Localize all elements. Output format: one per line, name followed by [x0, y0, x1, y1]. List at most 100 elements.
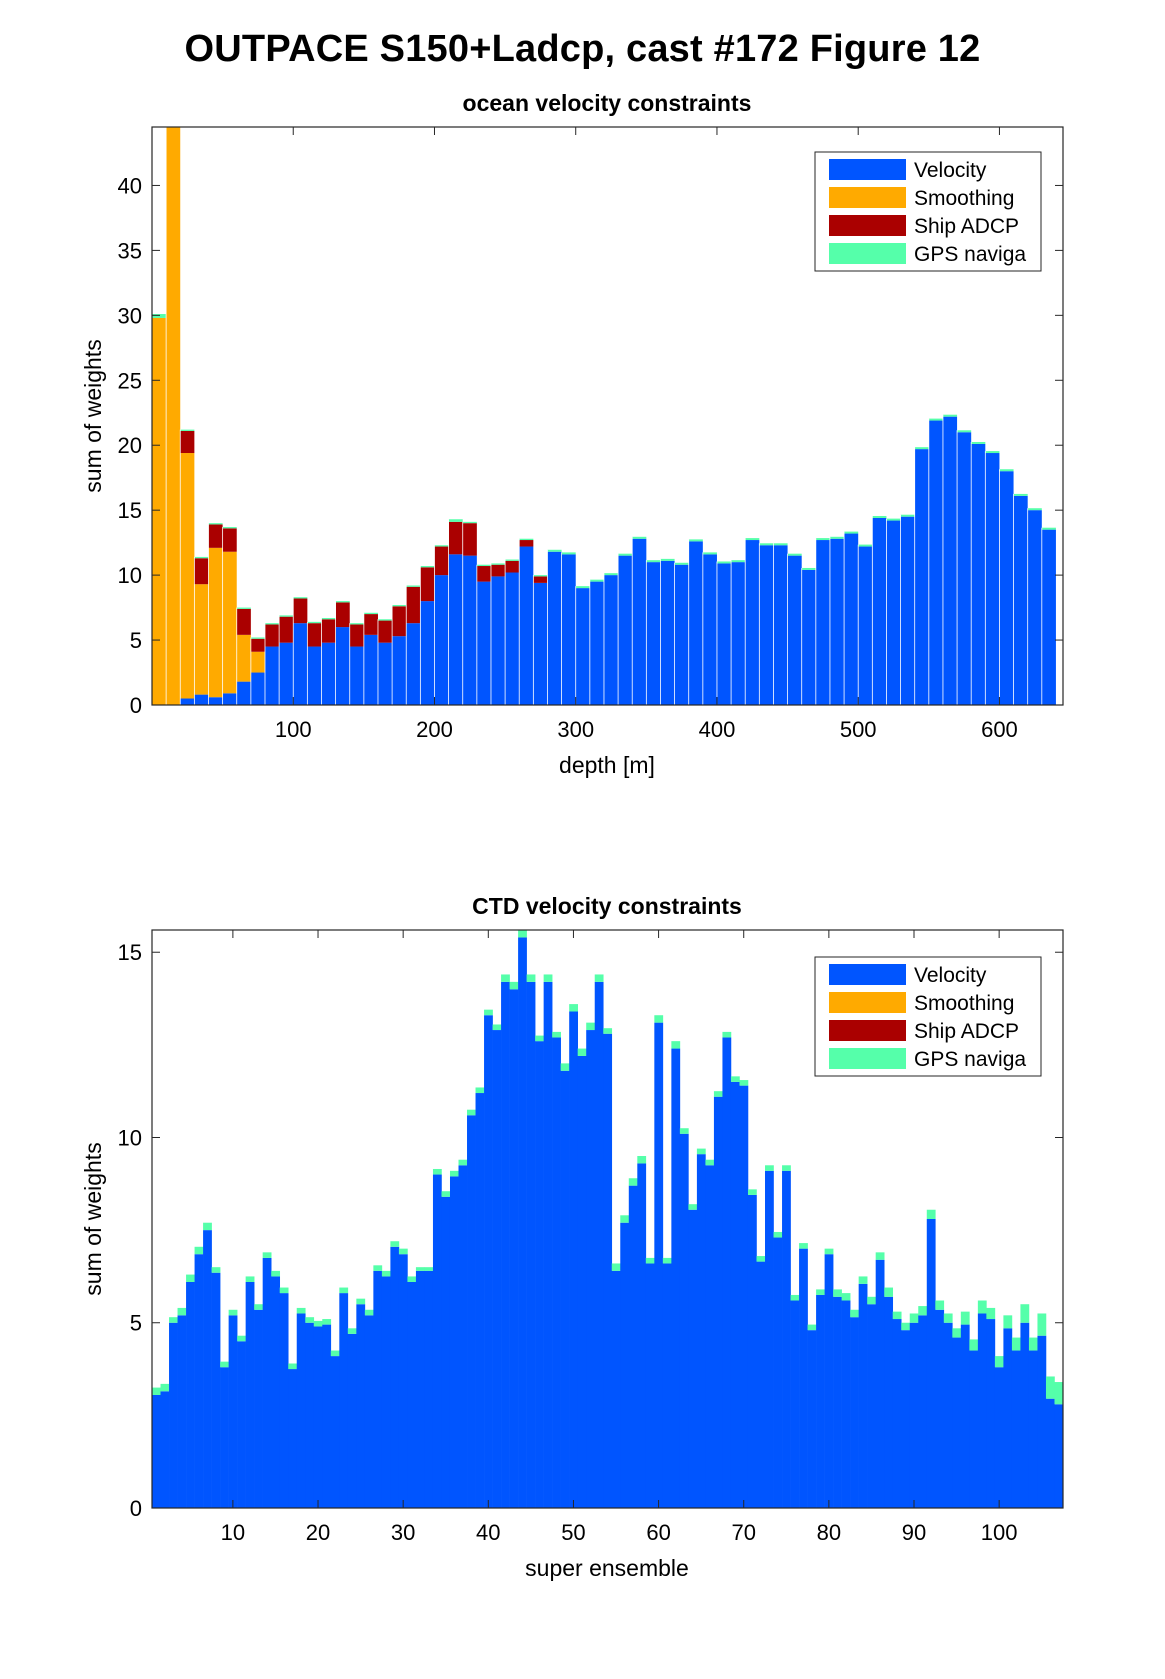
top-bar-velocity	[914, 449, 929, 705]
top-bar-gps	[505, 559, 520, 561]
bottom-bar-gps	[475, 1087, 485, 1094]
top-bar-gps	[829, 536, 845, 539]
top-bar-velocity	[363, 634, 378, 705]
bottom-bar-velocity	[271, 1276, 281, 1508]
top-bar-gps	[307, 621, 322, 624]
top-bar-velocity	[787, 555, 802, 705]
top-bar-velocity	[533, 582, 548, 705]
top-bar-ship-adcp	[279, 616, 294, 643]
bottom-bar-velocity	[347, 1333, 357, 1508]
bottom-bar-velocity	[773, 1237, 783, 1508]
bottom-bar-velocity	[960, 1324, 970, 1508]
bottom-bar-gps	[271, 1270, 281, 1277]
top-bar-velocity	[731, 562, 746, 705]
top-xtick-label: 600	[981, 717, 1018, 742]
legend-label-smoothing: Smoothing	[914, 187, 1014, 210]
top-bar-gps	[194, 556, 209, 559]
top-bar-gps	[872, 516, 887, 518]
top-bar-gps	[406, 585, 421, 587]
bottom-bar-gps	[935, 1300, 945, 1310]
top-bar-gps	[759, 543, 774, 546]
top-bar-velocity	[589, 581, 604, 705]
top-bar-velocity	[349, 646, 364, 705]
bottom-bar-velocity	[560, 1070, 570, 1508]
bottom-bar-gps	[977, 1300, 987, 1314]
top-ticks: 100 200 300 400 500 600 0 5 10 15 20 25 30 35 40	[118, 127, 1063, 742]
bottom-bar-gps	[943, 1313, 953, 1323]
top-bar-gps	[1027, 508, 1042, 511]
bottom-bar-velocity	[611, 1270, 621, 1508]
bottom-bar-gps	[986, 1307, 996, 1320]
top-bar-gps	[773, 543, 788, 546]
bottom-bar-velocity	[909, 1322, 919, 1508]
top-bar-velocity	[999, 471, 1014, 705]
bottom-ytick-label: 10	[118, 1125, 142, 1150]
top-ytick-label: 10	[118, 563, 142, 588]
bottom-bar-velocity	[1045, 1398, 1055, 1508]
bottom-bar-gps	[756, 1256, 766, 1262]
top-bar-ship-adcp	[250, 638, 265, 652]
bottom-bar-gps	[390, 1241, 400, 1247]
legend-label-ship-adcp: Ship ADCP	[914, 1020, 1019, 1043]
bottom-bar-gps	[1003, 1315, 1013, 1329]
bottom-bar-velocity	[628, 1185, 638, 1508]
bottom-bar-gps	[765, 1165, 774, 1171]
bottom-bar-velocity	[160, 1391, 170, 1508]
top-bar-velocity	[829, 538, 845, 705]
bottom-bar-velocity	[381, 1276, 391, 1508]
top-bar-gps	[702, 552, 717, 555]
top-panel-title: ocean velocity constraints	[463, 90, 752, 116]
bottom-bar-velocity	[415, 1270, 425, 1508]
top-bar-gps	[858, 544, 873, 547]
bottom-bar-gps	[203, 1222, 212, 1231]
bottom-legend: Velocity Smoothing Ship ADCP GPS naviga	[814, 956, 1042, 1077]
bottom-bar-velocity	[901, 1330, 911, 1508]
bottom-bar-gps	[654, 1015, 664, 1023]
bottom-bar-velocity	[943, 1322, 953, 1508]
bottom-bar-gps	[901, 1322, 911, 1331]
bottom-bar-velocity	[288, 1369, 298, 1508]
bottom-bar-gps	[722, 1031, 732, 1038]
bottom-bar-gps	[850, 1309, 859, 1318]
top-bar-gps	[152, 314, 167, 318]
bottom-axes-box	[151, 929, 1064, 1509]
bottom-bar-velocity	[152, 1394, 161, 1508]
bottom-bar-gps	[773, 1231, 783, 1238]
top-bar-gps	[900, 514, 915, 517]
bottom-bar-velocity	[747, 1194, 757, 1508]
top-bar-gps	[688, 539, 703, 542]
top-bar-gps	[957, 430, 972, 433]
bottom-bar-gps	[432, 1168, 442, 1175]
top-bar-velocity	[872, 517, 887, 705]
bottom-bar-velocity	[867, 1304, 876, 1508]
legend-swatch-gps	[829, 1048, 906, 1069]
top-bar-ship-adcp	[448, 521, 463, 555]
bottom-bar-gps	[713, 1091, 723, 1097]
top-bar-velocity	[462, 555, 477, 705]
top-bar-gps	[208, 523, 223, 525]
top-xtick-label: 200	[416, 717, 453, 742]
bottom-bar-velocity	[952, 1337, 962, 1508]
bottom-bar-gps	[645, 1257, 655, 1264]
bottom-bar-gps	[1054, 1382, 1064, 1405]
top-bar-ship-adcp	[462, 523, 477, 556]
bottom-bar-velocity	[807, 1330, 817, 1508]
bottom-bar-gps	[790, 1294, 800, 1301]
top-bar-gps	[519, 538, 534, 541]
bottom-bar-gps	[867, 1296, 876, 1305]
top-bar-ship-adcp	[377, 620, 393, 643]
bottom-bar-gps	[552, 1031, 561, 1038]
bottom-bar-velocity	[279, 1293, 289, 1508]
top-xlabel: depth [m]	[559, 752, 655, 778]
bottom-bar-gps	[501, 974, 510, 982]
bottom-bar-gps	[254, 1304, 263, 1310]
top-xtick-label: 500	[840, 717, 877, 742]
bottom-bar-velocity	[339, 1293, 349, 1508]
bottom-bar-gps	[186, 1274, 195, 1282]
bottom-bar-velocity	[986, 1319, 996, 1508]
top-bar-velocity	[321, 642, 336, 705]
bottom-bar-gps	[705, 1159, 715, 1166]
bottom-bar-velocity	[177, 1315, 187, 1508]
bottom-bar-gps	[994, 1356, 1004, 1368]
top-bars	[151, 124, 1056, 705]
